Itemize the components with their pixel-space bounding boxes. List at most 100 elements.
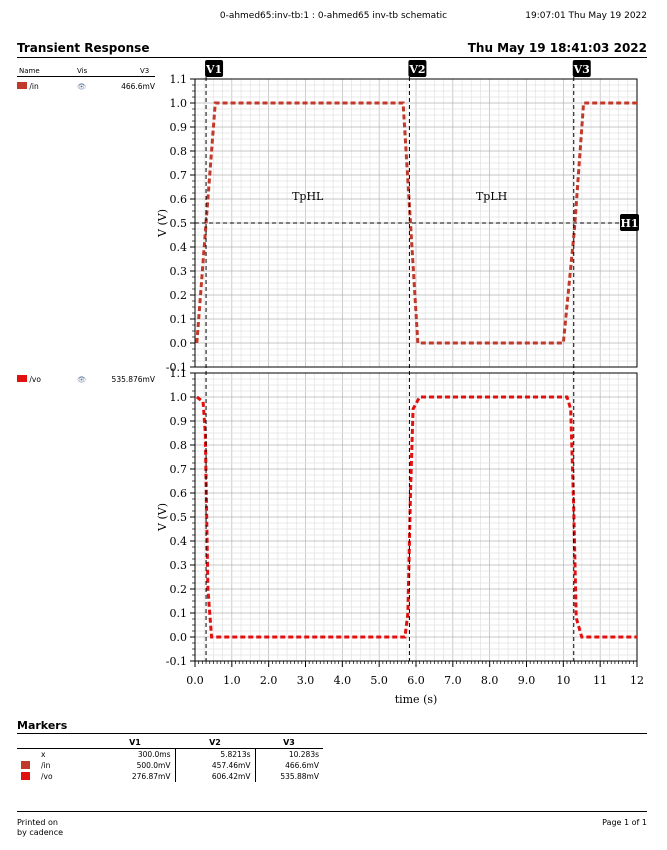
- x-tick-label: 6.0: [407, 674, 425, 687]
- cell: 466.6mV: [254, 760, 323, 771]
- eye-icon[interactable]: 👁: [77, 375, 87, 384]
- marker-badge-V1: [205, 60, 224, 77]
- name-col: [37, 737, 95, 749]
- y-tick-label: 0.0: [170, 631, 188, 644]
- legend-divider: [17, 76, 155, 77]
- y-tick-label: -0.1: [166, 361, 187, 374]
- y-tick-label: 0.6: [170, 487, 188, 500]
- y-tick-label: 0.9: [170, 415, 188, 428]
- y-tick-label: 0.9: [170, 121, 188, 134]
- y-tick-label: 0.2: [170, 583, 188, 596]
- annotation-tplh: TpLH: [476, 190, 507, 203]
- y-tick-label: 1.0: [170, 391, 188, 404]
- y-tick-label: 0.1: [170, 313, 188, 326]
- y-tick-label: 0.4: [170, 535, 188, 548]
- markers-title: Markers: [17, 719, 68, 732]
- swatch-col: [17, 737, 37, 749]
- cell: 535.88mV: [254, 771, 323, 782]
- vo-swatch: [17, 375, 27, 382]
- title-bar: Transient Response Thu May 19 18:41:03 2…: [17, 41, 647, 58]
- x-tick-label: 7.0: [444, 674, 462, 687]
- row-swatch: [17, 749, 37, 761]
- legend-col-marker: V3: [140, 67, 150, 75]
- annotation-tphl: TpHL: [292, 190, 324, 203]
- y-tick-label: 0.5: [170, 217, 188, 230]
- x-tick-label: 0.0: [186, 674, 204, 687]
- legend-signal-name: /vo: [29, 375, 41, 384]
- y-tick-label: 0.0: [170, 337, 188, 350]
- x-tick-label: 5.0: [370, 674, 388, 687]
- cell: 276.87mV: [131, 772, 171, 781]
- marker-label-V1: V1: [205, 63, 222, 76]
- y-tick-label: 0.4: [170, 241, 188, 254]
- row-swatch: [17, 760, 37, 771]
- series-in: [195, 101, 637, 345]
- legend-row-vo[interactable]: /vo 👁 535.876mV: [17, 375, 155, 384]
- y-tick-label: 0.2: [170, 289, 188, 302]
- y-axis-label: V (V): [156, 209, 169, 238]
- marker-col: V1: [95, 737, 175, 749]
- table-row: /vo 276.87mV 606.42mV 535.88mV: [17, 771, 323, 782]
- marker-badge-V2: [408, 60, 427, 77]
- cell: 500.0mV: [136, 761, 171, 770]
- table-row: x 300.0ms 5.8213s 10.283s: [17, 748, 323, 761]
- marker-label-V3: V3: [573, 63, 590, 76]
- y-axis-label: V (V): [156, 503, 169, 532]
- footer-divider: [17, 811, 647, 812]
- y-tick-label: 1.1: [170, 73, 188, 86]
- marker-badge-H1: [620, 214, 639, 231]
- y-tick-label: 0.3: [170, 559, 188, 572]
- x-tick-label: 8.0: [481, 674, 499, 687]
- marker-col: V3: [255, 737, 323, 749]
- print-timestamp: 19:07:01 Thu May 19 2022: [525, 11, 647, 21]
- markers-header-row: V1 V2 V3: [17, 737, 323, 749]
- x-tick-label: 11: [593, 674, 607, 687]
- legend-row-in[interactable]: /in 👁 466.6mV: [17, 82, 155, 91]
- row-name: x: [41, 750, 46, 759]
- cell: 300.0ms: [137, 750, 171, 759]
- y-tick-label: 1.0: [170, 97, 188, 110]
- eye-icon[interactable]: 👁: [77, 82, 87, 91]
- table-row: /in 500.0mV 457.46mV 466.6mV: [17, 760, 323, 771]
- legend-signal-name: /in: [29, 82, 39, 91]
- y-tick-label: 1.1: [170, 367, 188, 380]
- row-name: /vo: [41, 772, 53, 781]
- y-tick-label: 0.3: [170, 265, 188, 278]
- y-tick-label: 0.5: [170, 511, 188, 524]
- marker-label-H1: H1: [620, 217, 638, 230]
- x-tick-label: 3.0: [297, 674, 315, 687]
- y-tick-label: 0.7: [170, 463, 188, 476]
- y-tick-label: 0.6: [170, 193, 188, 206]
- cell: 457.46mV: [174, 760, 255, 771]
- plot-date: Thu May 19 18:41:03 2022: [467, 41, 647, 55]
- marker-badge-V3: [572, 60, 591, 77]
- markers-table: V1 V2 V3 x 300.0ms 5.8213s 10.283s /in 5…: [17, 737, 323, 782]
- cell: 5.8213s: [174, 748, 255, 760]
- legend-signal-value: 466.6mV: [121, 82, 155, 91]
- cell: 10.283s: [254, 748, 323, 760]
- in-swatch: [17, 82, 27, 89]
- plot-title: Transient Response: [17, 41, 150, 55]
- x-tick-label: 2.0: [260, 674, 278, 687]
- printed-info: Printed on by cadence: [17, 818, 63, 838]
- x-axis-label: time (s): [395, 693, 438, 706]
- printed-by: by cadence: [17, 828, 64, 837]
- session-title: 0-ahmed65:inv-tb:1 : 0-ahmed65 inv-tb sc…: [219, 11, 448, 21]
- legend-col-name: Name: [19, 67, 40, 75]
- cell: 606.42mV: [174, 771, 255, 782]
- x-tick-label: 12: [630, 674, 644, 687]
- y-tick-label: 0.8: [170, 439, 188, 452]
- y-tick-label: 0.8: [170, 145, 188, 158]
- transient-chart: -0.1 0.0 0.1 0.2 0.3 0.4 0.5 0.6 0.7 0.8 0.9 1.0 1.1…: [156, 60, 644, 706]
- x-tick-label: 9.0: [518, 674, 536, 687]
- marker-col: V2: [175, 737, 255, 749]
- marker-label-V2: V2: [408, 63, 425, 76]
- page-number: Page 1 of 1: [602, 818, 647, 827]
- y-tick-label: 0.7: [170, 169, 188, 182]
- x-tick-label: 1.0: [223, 674, 241, 687]
- markers-divider: [17, 733, 647, 734]
- legend-col-vis: Vis: [77, 67, 88, 75]
- y-tick-label: -0.1: [166, 655, 187, 668]
- y-tick-label: 0.1: [170, 607, 188, 620]
- row-swatch: [17, 771, 37, 782]
